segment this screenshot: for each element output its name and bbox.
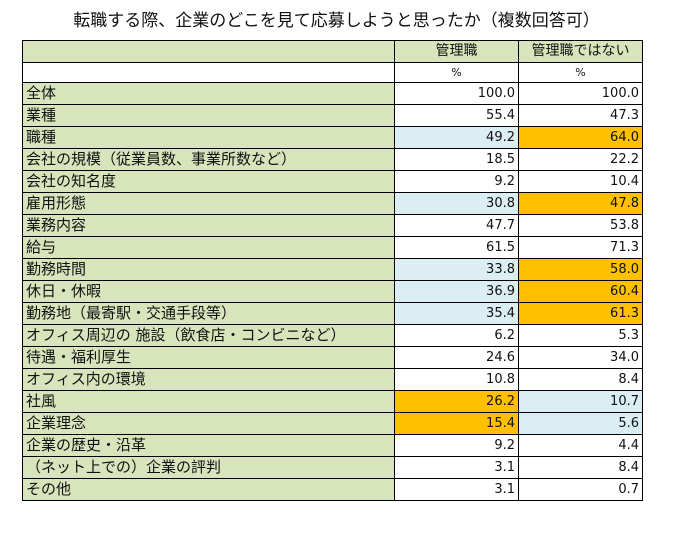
non-manager-value: 22.2	[518, 148, 643, 171]
row-label: その他	[22, 478, 395, 501]
column-header-manager: 管理職	[394, 40, 519, 63]
unit-label-manager: %	[394, 62, 519, 83]
non-manager-value: 4.4	[518, 434, 643, 457]
row-label: オフィス内の環境	[22, 368, 395, 391]
non-manager-value: 100.0	[518, 82, 643, 105]
manager-value: 33.8	[394, 258, 519, 281]
non-manager-value: 71.3	[518, 236, 643, 259]
row-label: 社風	[22, 390, 395, 413]
table-row: 休日・休暇 36.9 60.4	[22, 280, 643, 303]
manager-value: 10.8	[394, 368, 519, 391]
table-row: 待遇・福利厚生 24.6 34.0	[22, 346, 643, 369]
table-row: 業務内容 47.7 53.8	[22, 214, 643, 237]
unit-label-non-manager: %	[518, 62, 643, 83]
row-label: 全体	[22, 82, 395, 105]
row-label: 休日・休暇	[22, 280, 395, 303]
non-manager-value: 8.4	[518, 456, 643, 479]
row-label: 勤務地（最寄駅・交通手段等）	[22, 302, 395, 325]
non-manager-value: 0.7	[518, 478, 643, 501]
manager-value: 100.0	[394, 82, 519, 105]
table-body: 管理職 管理職ではない % % 全体 100.0 100.0 業種 55.4 47.3 職種…	[22, 40, 643, 501]
manager-value: 61.5	[394, 236, 519, 259]
table-row: 社風 26.2 10.7	[22, 390, 643, 413]
manager-value: 36.9	[394, 280, 519, 303]
non-manager-value: 60.4	[518, 280, 643, 303]
non-manager-value: 47.3	[518, 104, 643, 127]
row-label: 業務内容	[22, 214, 395, 237]
manager-value: 35.4	[394, 302, 519, 325]
table-row: 給与 61.5 71.3	[22, 236, 643, 259]
table-row: 雇用形態 30.8 47.8	[22, 192, 643, 215]
manager-value: 30.8	[394, 192, 519, 215]
non-manager-value: 61.3	[518, 302, 643, 325]
row-label: 業種	[22, 104, 395, 127]
non-manager-value: 10.7	[518, 390, 643, 413]
manager-value: 9.2	[394, 434, 519, 457]
table-row: 会社の規模（従業員数、事業所数など） 18.5 22.2	[22, 148, 643, 171]
row-label: 会社の知名度	[22, 170, 395, 193]
row-label: 待遇・福利厚生	[22, 346, 395, 369]
non-manager-value: 8.4	[518, 368, 643, 391]
table-row: 職種 49.2 64.0	[22, 126, 643, 149]
manager-value: 15.4	[394, 412, 519, 435]
table-row: （ネット上での）企業の評判 3.1 8.4	[22, 456, 643, 479]
table-row: 勤務時間 33.8 58.0	[22, 258, 643, 281]
table-row: 企業理念 15.4 5.6	[22, 412, 643, 435]
row-label: 雇用形態	[22, 192, 395, 215]
non-manager-value: 47.8	[518, 192, 643, 215]
unit-row: % %	[22, 62, 643, 83]
row-label: 勤務時間	[22, 258, 395, 281]
manager-value: 9.2	[394, 170, 519, 193]
table-row: 企業の歴史・沿革 9.2 4.4	[22, 434, 643, 457]
row-label: 会社の規模（従業員数、事業所数など）	[22, 148, 395, 171]
non-manager-value: 53.8	[518, 214, 643, 237]
table-row: その他 3.1 0.7	[22, 478, 643, 501]
table-row: 会社の知名度 9.2 10.4	[22, 170, 643, 193]
row-label: 企業理念	[22, 412, 395, 435]
manager-value: 6.2	[394, 324, 519, 347]
table-row: 勤務地（最寄駅・交通手段等） 35.4 61.3	[22, 302, 643, 325]
table-row: 全体 100.0 100.0	[22, 82, 643, 105]
table-row: オフィス周辺の 施設（飲食店・コンビニなど） 6.2 5.3	[22, 324, 643, 347]
row-label: 企業の歴史・沿革	[22, 434, 395, 457]
manager-value: 24.6	[394, 346, 519, 369]
manager-value: 3.1	[394, 478, 519, 501]
manager-value: 49.2	[394, 126, 519, 149]
manager-value: 18.5	[394, 148, 519, 171]
manager-value: 3.1	[394, 456, 519, 479]
non-manager-value: 5.3	[518, 324, 643, 347]
non-manager-value: 64.0	[518, 126, 643, 149]
row-label: オフィス周辺の 施設（飲食店・コンビニなど）	[22, 324, 395, 347]
row-label: 職種	[22, 126, 395, 149]
row-label: 給与	[22, 236, 395, 259]
table-row: オフィス内の環境 10.8 8.4	[22, 368, 643, 391]
header-row: 管理職 管理職ではない	[22, 40, 643, 63]
non-manager-value: 58.0	[518, 258, 643, 281]
header-empty-cell	[22, 40, 395, 63]
column-header-non-manager: 管理職ではない	[518, 40, 643, 63]
survey-table: 管理職 管理職ではない % % 全体 100.0 100.0 業種 55.4 47.3 職種…	[22, 40, 643, 501]
unit-empty-cell	[22, 62, 395, 83]
manager-value: 26.2	[394, 390, 519, 413]
manager-value: 47.7	[394, 214, 519, 237]
non-manager-value: 10.4	[518, 170, 643, 193]
table-title: 転職する際、企業のどこを見て応募しようと思ったか（複数回答可）	[73, 11, 600, 31]
manager-value: 55.4	[394, 104, 519, 127]
row-label: （ネット上での）企業の評判	[22, 456, 395, 479]
non-manager-value: 5.6	[518, 412, 643, 435]
non-manager-value: 34.0	[518, 346, 643, 369]
table-row: 業種 55.4 47.3	[22, 104, 643, 127]
